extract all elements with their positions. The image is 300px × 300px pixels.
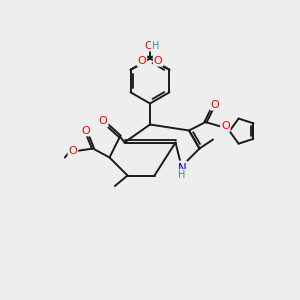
Text: O: O — [99, 116, 108, 127]
Text: O: O — [68, 146, 77, 157]
Text: H: H — [152, 40, 159, 51]
Text: O: O — [211, 100, 220, 110]
Text: N: N — [178, 161, 187, 175]
Text: O: O — [221, 121, 230, 131]
Text: O: O — [144, 40, 153, 51]
Text: O: O — [154, 56, 163, 66]
Text: O: O — [82, 125, 91, 136]
Text: O: O — [137, 56, 146, 66]
Text: H: H — [178, 170, 186, 180]
